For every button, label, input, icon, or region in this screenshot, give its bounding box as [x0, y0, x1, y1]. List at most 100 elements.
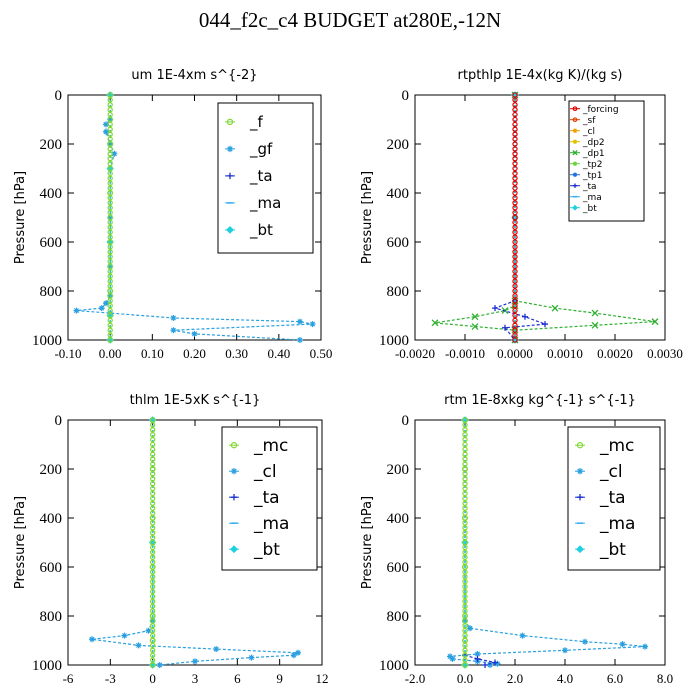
legend-label: _ta: [599, 488, 626, 508]
profile-marker: [149, 549, 156, 555]
legend-marker: [572, 117, 578, 123]
profile-marker: [149, 623, 156, 629]
profile-marker: [512, 219, 518, 226]
data-point: [121, 632, 128, 639]
x-tick-label: 0.20: [183, 346, 206, 361]
profile-marker: [107, 185, 113, 191]
profile-marker: [512, 190, 518, 196]
profile-marker: [462, 427, 468, 433]
data-point: [487, 662, 493, 668]
y-tick-label: 0: [402, 88, 410, 104]
y-tick-label: 1000: [32, 658, 62, 674]
x-tick-label: -0.0020: [395, 346, 435, 361]
x-tick-label: -6: [63, 671, 74, 686]
profile-marker: [107, 136, 113, 142]
profile-marker: [149, 628, 156, 634]
profile-marker: [107, 298, 113, 304]
profile-marker: [462, 588, 468, 595]
data-point: [474, 655, 481, 662]
legend-label: _cl: [582, 127, 595, 137]
y-tick-label: 0: [402, 413, 410, 429]
legend-label: _ta: [249, 167, 273, 186]
data-point: [73, 307, 80, 314]
profile-marker: [462, 539, 468, 546]
profile-marker: [107, 102, 113, 108]
profile-marker: [512, 170, 518, 177]
panel-4: rtm 1E-8xkg kg^{-1} s^{-1} Pressure [hPa]…: [360, 393, 673, 686]
profile-marker: [149, 461, 156, 467]
plot-frame: [414, 94, 666, 341]
legend-label: _ma: [582, 193, 602, 203]
profile-marker: [512, 165, 518, 172]
legend: _mc _cl _ta _ma _bt: [567, 426, 661, 571]
x-tick-label: -2.0: [405, 671, 426, 686]
y-tick-label: 600: [40, 235, 63, 251]
profile-marker: [512, 268, 518, 275]
data-point: [170, 327, 177, 334]
legend-marker: [572, 172, 578, 177]
y-tick-label: 600: [40, 560, 63, 576]
legend-item: _ma: [225, 194, 281, 213]
profile-marker: [107, 278, 113, 284]
legend: _mc _cl _ta _ma _bt: [221, 426, 318, 571]
y-tick-label: 1000: [32, 333, 62, 349]
data-point: [582, 638, 588, 645]
profile-marker: [512, 273, 518, 279]
profile-marker: [462, 456, 468, 462]
legend-marker: [572, 150, 578, 156]
data-point: [111, 150, 118, 157]
panel-title: rtm 1E-8xkg kg^{-1} s^{-1}: [444, 393, 636, 408]
profile-marker: [149, 500, 156, 506]
profile-marker: [149, 505, 156, 511]
legend-item: _ma: [575, 514, 635, 534]
profile-marker: [107, 107, 113, 113]
legend-label: _bt: [249, 221, 273, 240]
legend-label: _mc: [253, 436, 288, 456]
profile-marker: [149, 632, 156, 639]
profile-marker: [462, 515, 468, 521]
profile-marker: [107, 239, 113, 245]
x-tick-label: 3: [192, 671, 199, 686]
profile-marker: [107, 111, 113, 118]
profile-marker: [107, 332, 113, 338]
legend-label: _ma: [249, 194, 281, 213]
panel-1: um 1E-4xm s^{-2} Pressure [hPa] -0.10 0.00 0…: [13, 68, 332, 361]
profile-marker: [107, 146, 113, 152]
profile-marker: [462, 613, 468, 619]
legend-item: _ta: [225, 167, 273, 186]
legend-item: _bt: [229, 540, 280, 560]
data-point: [551, 304, 559, 312]
legend-label: _dp2: [582, 138, 605, 148]
plot-frame: [414, 419, 666, 666]
profile-marker: [512, 244, 518, 250]
profile-marker: [107, 121, 113, 128]
profile-marker: [512, 92, 518, 98]
legend-marker: [572, 106, 578, 112]
legend-box: [568, 100, 645, 222]
profile-marker: [107, 322, 113, 328]
profile-marker: [462, 652, 468, 658]
profile-marker: [462, 481, 468, 487]
profile-marker: [149, 466, 156, 472]
profile-marker: [512, 107, 518, 113]
legend-marker: [572, 161, 578, 166]
data-point: [562, 647, 568, 654]
profile-marker: [512, 298, 518, 304]
legend-item: _tp1: [570, 171, 602, 181]
profile-marker: [512, 258, 518, 265]
profile-marker: [107, 254, 113, 260]
legend-label: _dp1: [582, 149, 605, 159]
legend-marker: [576, 545, 584, 554]
profile-marker: [107, 116, 113, 123]
data-point: [651, 318, 659, 326]
profile-marker: [107, 180, 113, 186]
profile-marker: [462, 623, 468, 629]
profile-marker: [512, 239, 518, 245]
data-point: [295, 649, 302, 656]
legend-marker: [572, 128, 578, 133]
profile-marker: [512, 185, 518, 191]
data-point: [145, 627, 152, 634]
data-point: [591, 321, 599, 329]
zero-profile-markers: [462, 417, 468, 668]
profile-marker: [149, 441, 156, 448]
